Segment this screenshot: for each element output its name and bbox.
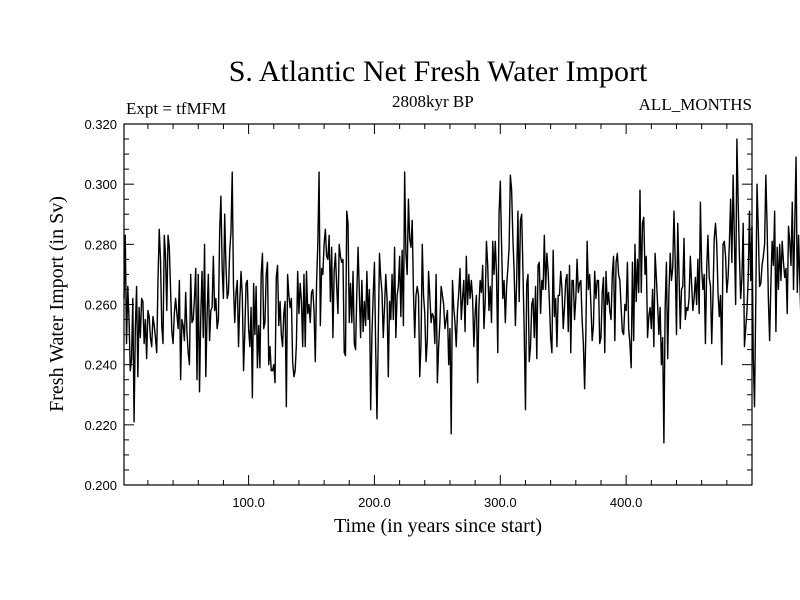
y-axis-title: Fresh Water Import (in Sv) — [46, 196, 68, 412]
tick-labels-layer: 0.200 0.220 0.240 0.260 0.280 0.300 0.320 100.0… — [84, 117, 642, 510]
y-tick-label: 0.220 — [84, 418, 117, 433]
plot-frame — [123, 123, 753, 486]
y-tick-label: 0.240 — [84, 358, 117, 373]
y-tick-label: 0.200 — [84, 478, 117, 493]
months-label: ALL_MONTHS — [638, 95, 752, 114]
x-tick-label: 300.0 — [484, 495, 517, 510]
y-tick-label: 0.320 — [84, 117, 117, 132]
series-line — [123, 138, 800, 444]
y-tick-label: 0.280 — [84, 237, 117, 252]
x-tick-label: 100.0 — [232, 495, 265, 510]
x-tick-label: 200.0 — [358, 495, 391, 510]
y-tick-label: 0.300 — [84, 177, 117, 192]
x-tick-label: 400.0 — [610, 495, 643, 510]
chart-title: S. Atlantic Net Fresh Water Import — [228, 55, 648, 88]
period-label: 2808kyr BP — [392, 92, 474, 111]
x-axis-title: Time (in years since start) — [334, 515, 542, 537]
experiment-label: Expt = tfMFM — [126, 99, 227, 118]
y-tick-label: 0.260 — [84, 298, 117, 313]
